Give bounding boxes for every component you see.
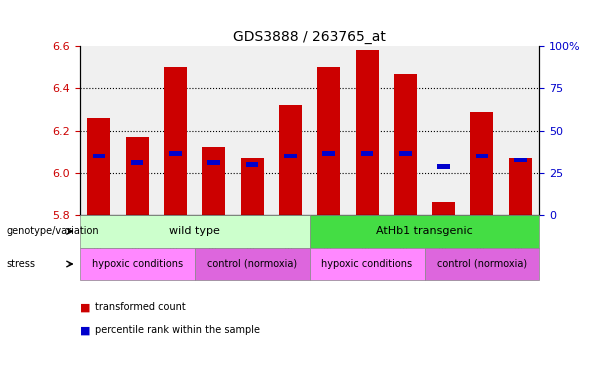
Bar	[80, 215, 310, 248]
Bar	[424, 248, 539, 280]
Bar	[131, 160, 143, 165]
Bar	[356, 50, 379, 215]
Bar	[471, 111, 493, 215]
Bar	[93, 154, 105, 158]
Bar	[80, 248, 195, 280]
Text: genotype/variation: genotype/variation	[6, 226, 99, 237]
Text: ■: ■	[80, 325, 90, 335]
Bar	[399, 151, 412, 156]
Bar	[322, 151, 335, 156]
Bar	[202, 147, 226, 215]
Bar	[240, 158, 264, 215]
Bar	[284, 154, 297, 158]
Bar	[310, 215, 539, 248]
Text: control (normoxia): control (normoxia)	[437, 259, 527, 269]
Bar	[509, 158, 531, 215]
Bar	[360, 151, 373, 156]
Bar	[87, 118, 110, 215]
Bar	[432, 202, 455, 215]
Text: hypoxic conditions: hypoxic conditions	[321, 259, 413, 269]
Text: transformed count: transformed count	[95, 302, 186, 312]
Bar	[169, 151, 182, 156]
Text: control (normoxia): control (normoxia)	[207, 259, 297, 269]
Bar	[476, 154, 489, 158]
Bar	[126, 137, 149, 215]
Text: hypoxic conditions: hypoxic conditions	[91, 259, 183, 269]
Bar	[246, 162, 259, 167]
Bar	[437, 164, 450, 169]
Text: percentile rank within the sample: percentile rank within the sample	[95, 325, 260, 335]
Bar	[207, 160, 220, 165]
Bar	[279, 105, 302, 215]
Bar	[514, 158, 527, 162]
Bar	[195, 248, 310, 280]
Text: stress: stress	[6, 259, 35, 269]
Title: GDS3888 / 263765_at: GDS3888 / 263765_at	[233, 30, 386, 44]
Bar	[318, 67, 340, 215]
Text: wild type: wild type	[169, 226, 220, 237]
Bar	[310, 248, 424, 280]
Bar	[164, 67, 187, 215]
Text: ■: ■	[80, 302, 90, 312]
Bar	[394, 73, 417, 215]
Text: AtHb1 transgenic: AtHb1 transgenic	[376, 226, 473, 237]
